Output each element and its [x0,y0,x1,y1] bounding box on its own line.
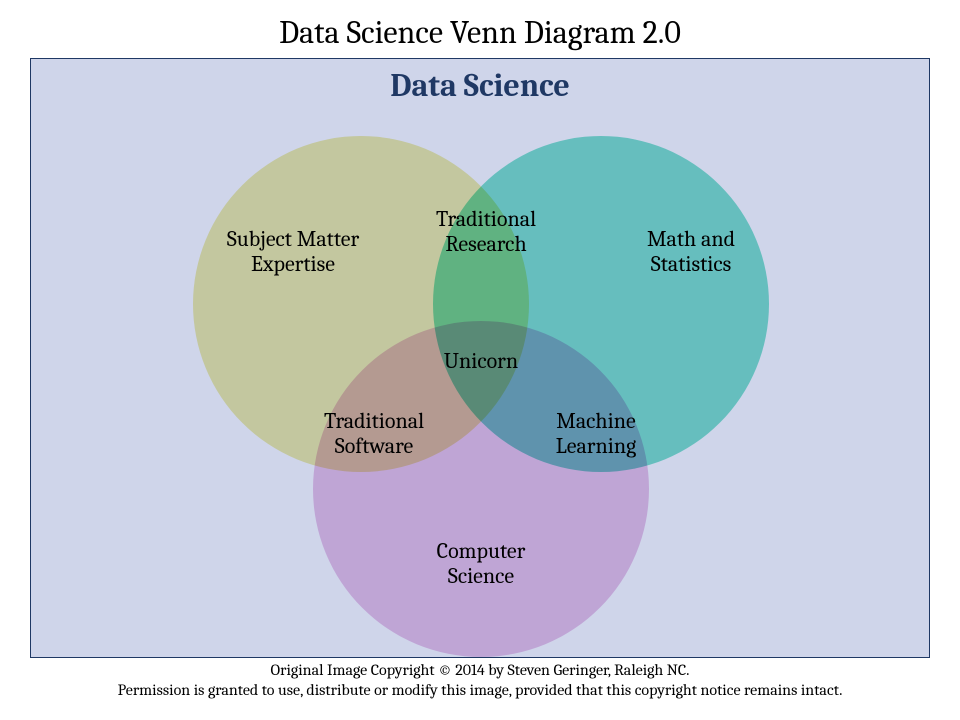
label-line: Machine [556,408,635,434]
label-traditional-software: Traditional Software [299,409,449,460]
label-line: Learning [556,433,637,459]
label-machine-learning: Machine Learning [521,409,671,460]
label-traditional-research: Traditional Research [411,207,561,258]
label-line: Subject Matter [227,226,359,252]
label-line: Software [335,433,413,459]
label-line: Science [448,563,514,589]
venn-diagram: Subject Matter Expertise Math and Statis… [31,59,929,657]
label-line: Expertise [251,251,335,277]
label-subject-matter: Subject Matter Expertise [193,227,393,278]
page: Data Science Venn Diagram 2.0 Data Scien… [0,0,960,720]
diagram-title: Data Science Venn Diagram 2.0 [0,14,960,51]
label-math-stats: Math and Statistics [591,227,791,278]
diagram-frame: Data Science Subject Matter Expertise Ma… [30,58,930,658]
label-line: Statistics [651,251,731,277]
label-computer-science: Computer Science [381,539,581,590]
label-line: Computer [437,538,526,564]
label-unicorn: Unicorn [401,349,561,374]
label-line: Traditional [324,408,424,434]
label-line: Traditional [436,206,536,232]
label-line: Research [445,231,526,257]
footer-line-1: Original Image Copyright © 2014 by Steve… [0,660,960,680]
label-line: Math and [647,226,735,252]
footer-line-2: Permission is granted to use, distribute… [0,680,960,700]
label-line: Unicorn [444,348,518,374]
